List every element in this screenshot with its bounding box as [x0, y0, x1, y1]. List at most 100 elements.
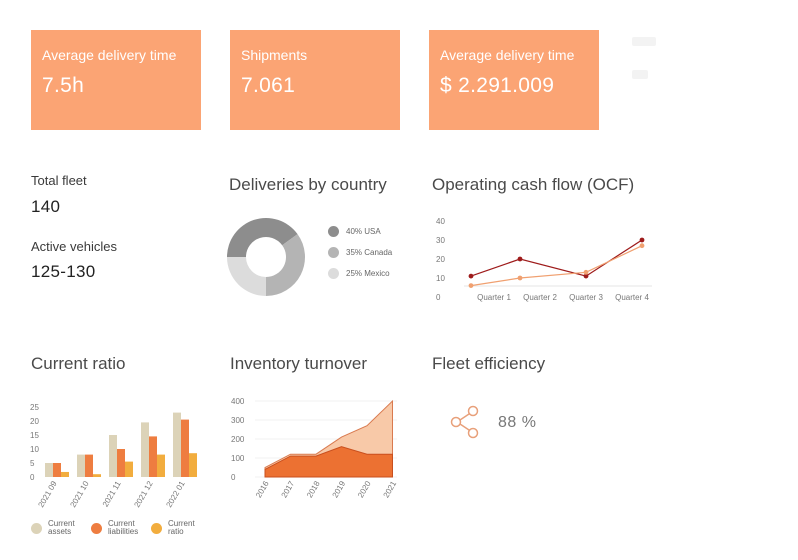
legend-item: Current ratio [151, 520, 195, 536]
y-tick-label: 400 [231, 397, 245, 406]
x-tick-label: 2021 [382, 479, 399, 499]
fleet-efficiency-title: Fleet efficiency [432, 354, 546, 373]
bar [109, 435, 117, 477]
bar [61, 471, 69, 477]
legend-swatch [151, 522, 162, 534]
area-series [264, 446, 393, 478]
bar [149, 436, 157, 477]
y-tick-label: 0 [231, 473, 236, 482]
kpi-card-avg-delivery: Average delivery time 7.5h [31, 30, 201, 130]
y-tick-label: 5 [30, 459, 35, 468]
total-fleet-value: 140 [31, 197, 61, 216]
data-point [517, 275, 523, 281]
data-point [639, 237, 645, 243]
bar [53, 463, 61, 477]
y-tick-label: 30 [436, 236, 445, 245]
legend-label: Current assets [48, 519, 75, 536]
x-tick-label: 2018 [305, 479, 322, 499]
active-vehicles-label: Active vehicles [31, 239, 117, 254]
kpi-card-avg-delivery-amount: Average delivery time $ 2.291.009 [429, 30, 599, 130]
y-tick-label: 15 [30, 431, 39, 440]
legend-label: 25% Mexico [346, 269, 390, 278]
x-tick-label: 2020 [356, 479, 373, 499]
donut-slice [227, 218, 298, 257]
total-fleet-label: Total fleet [31, 173, 87, 188]
legend-item: Current assets [31, 520, 75, 536]
legend-swatch [328, 268, 339, 279]
legend-label: Current liabilities [108, 519, 139, 536]
legend-item: 25% Mexico [328, 268, 390, 279]
bar [181, 419, 189, 477]
legend-swatch [31, 522, 42, 534]
bar [173, 412, 181, 477]
x-tick-label: 2017 [280, 479, 297, 499]
y-tick-label: 0 [30, 473, 35, 482]
kpi-value: 7.061 [241, 74, 296, 97]
data-point [583, 273, 589, 279]
y-tick-label: 300 [231, 416, 245, 425]
x-tick-label: Quarter 1 [477, 293, 511, 302]
donut-slice [227, 257, 266, 296]
ocf-line-chart: 0 10 20 30 40 Quarter 1 Quarter 2 Quarter 3 Quar… [436, 217, 652, 302]
deliveries-donut-chart [227, 218, 305, 296]
kpi-label: Average delivery time [42, 47, 177, 63]
current-ratio-title: Current ratio [31, 354, 126, 373]
x-tick-label: 2021 11 [101, 479, 123, 509]
kpi-value: $ 2.291.009 [440, 74, 555, 97]
bar [157, 454, 165, 477]
bar [93, 474, 101, 477]
kpi-card-shipments: Shipments 7.061 [230, 30, 400, 130]
y-tick-label: 20 [30, 417, 39, 426]
faded-card-remnant [632, 30, 662, 90]
kpi-value: 7.5h [42, 74, 85, 97]
legend-item: Current liabilities [91, 520, 138, 536]
y-tick-label: 10 [30, 445, 39, 454]
share-icon [450, 405, 479, 439]
legend-item: 35% Canada [328, 247, 392, 258]
x-tick-label: 2021 09 [36, 479, 59, 509]
data-point [583, 269, 589, 275]
series-line [470, 245, 643, 287]
legend-item: 40% USA [328, 226, 381, 237]
data-point [517, 256, 523, 262]
y-tick-label: 40 [436, 217, 445, 226]
inventory-title: Inventory turnover [230, 354, 368, 373]
legend-swatch [328, 247, 339, 258]
active-vehicles-value: 125-130 [31, 262, 96, 281]
x-tick-label: 2021 12 [132, 479, 155, 509]
bar [125, 461, 133, 477]
bar [189, 453, 197, 477]
bar [77, 454, 85, 477]
ocf-title: Operating cash flow (OCF) [432, 175, 635, 194]
x-tick-label: 2022 01 [164, 479, 187, 509]
kpi-label: Shipments [241, 47, 308, 63]
deliveries-legend: 40% USA 35% Canada 25% Mexico [328, 226, 438, 286]
legend-label: 40% USA [346, 227, 381, 236]
bar [85, 454, 93, 477]
current-ratio-bar-chart: 0 5 10 15 20 25 2021 09 2021 10 2021 11 2021 12 20… [30, 403, 197, 509]
y-tick-label: 20 [436, 255, 445, 264]
kpi-label: Average delivery time [440, 47, 575, 63]
deliveries-title: Deliveries by country [229, 175, 387, 194]
legend-swatch [91, 522, 102, 534]
bar [45, 463, 53, 477]
inventory-area-chart: 0 100 200 300 400 2016 2017 2018 2019 2020 2021 [231, 397, 399, 499]
y-tick-label: 100 [231, 454, 245, 463]
bar [117, 449, 125, 477]
x-tick-label: Quarter 3 [569, 293, 603, 302]
x-tick-label: 2021 10 [68, 479, 91, 509]
data-point [468, 273, 474, 279]
series-line [470, 239, 643, 277]
x-tick-label: 2016 [254, 479, 271, 499]
donut-slice [266, 234, 305, 296]
current-ratio-legend: Current assets Current liabilities Current ra… [31, 520, 221, 544]
x-tick-label: Quarter 2 [523, 293, 557, 302]
data-point [468, 283, 474, 288]
legend-swatch [328, 226, 339, 237]
x-tick-label: Quarter 4 [615, 293, 649, 302]
y-tick-label: 25 [30, 403, 39, 412]
y-tick-label: 0 [436, 293, 441, 302]
bar [141, 422, 149, 477]
legend-label: 35% Canada [346, 248, 393, 257]
data-point [639, 243, 645, 249]
